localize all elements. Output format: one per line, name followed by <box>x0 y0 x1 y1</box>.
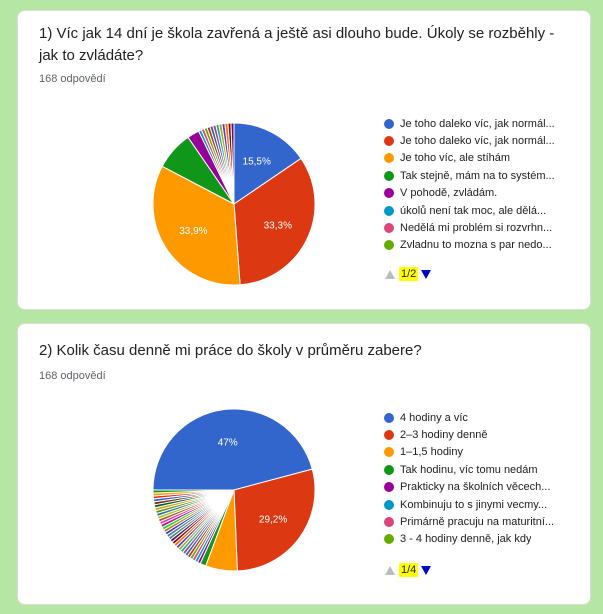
legend-label: 2–3 hodiny denně <box>400 429 488 442</box>
slice-label: 15,5% <box>243 157 271 168</box>
slice-label: 29,2% <box>259 514 287 525</box>
legend-item[interactable]: Tak stejně, mám na to systém... <box>384 167 584 184</box>
legend-dot <box>384 412 394 423</box>
legend-item[interactable]: Kombinuju to s jinymi vecmy... <box>384 496 584 513</box>
legend-label: 4 hodiny a víc <box>400 411 468 424</box>
legend-dot <box>384 430 394 441</box>
legend-label: úkolů není tak moc, ale dělá... <box>400 204 547 217</box>
legend-dot <box>384 118 394 129</box>
legend-item[interactable]: 2–3 hodiny denně <box>384 426 584 443</box>
question-card-1: 1) Víc jak 14 dní je škola zavřená a ješ… <box>17 10 591 310</box>
legend-item[interactable]: V pohodě, zvládám. <box>384 185 584 202</box>
pie-chart[interactable]: 47% 29,2% <box>128 405 340 575</box>
legend-dot <box>384 464 394 475</box>
legend-dot <box>384 136 394 147</box>
question-title: 1) Víc jak 14 dní je škola zavřená a ješ… <box>39 25 555 64</box>
page-indicator: 1/4 <box>399 563 419 577</box>
slice-label: 47% <box>218 437 238 448</box>
legend-label: Tak hodinu, víc tomu nedám <box>400 463 538 476</box>
legend-label: Nedělá mi problém si rozvrhn... <box>400 222 553 235</box>
legend-item[interactable]: úkolů není tak moc, ale dělá... <box>384 202 584 219</box>
legend-label: Tak stejně, mám na to systém... <box>400 169 555 182</box>
pie-chart[interactable]: 15,5% 33,3% 33,9% <box>128 119 340 289</box>
chart-legend: Je toho daleko víc, jak normál... Je toh… <box>384 115 584 254</box>
legend-dot <box>384 205 394 216</box>
legend-label: Zvladnu to mozna s par nedo... <box>400 239 552 252</box>
pie-slice[interactable] <box>233 157 316 286</box>
legend-label: Je toho daleko víc, jak normál... <box>400 135 555 148</box>
legend-item[interactable]: Je toho daleko víc, jak normál... <box>384 115 584 132</box>
legend-label: Je toho víc, ale stíhám <box>400 152 511 165</box>
legend-dot <box>384 482 394 493</box>
previous-page-icon[interactable] <box>385 565 395 575</box>
legend-pager: 1/4 <box>385 563 432 577</box>
legend-item[interactable]: 3 - 4 hodiny denně, jak kdy <box>384 531 584 548</box>
pie-slice[interactable] <box>233 122 302 205</box>
legend-item[interactable]: Nedělá mi problém si rozvrhn... <box>384 219 584 236</box>
pie-slice[interactable] <box>152 489 235 494</box>
legend-item[interactable]: 4 hodiny a víc <box>384 409 584 426</box>
legend-label: Je toho daleko víc, jak normál... <box>400 117 555 130</box>
legend-label: V pohodě, zvládám. <box>400 187 498 200</box>
legend-dot <box>384 240 394 251</box>
response-count: 168 odpovědí <box>39 370 106 382</box>
legend-dot <box>384 447 394 458</box>
previous-page-icon[interactable] <box>385 269 395 279</box>
legend-dot <box>384 534 394 545</box>
legend-label: 1–1,5 hodiny <box>400 446 463 459</box>
legend-label: Prakticky na školních věcech... <box>400 481 551 494</box>
next-page-icon[interactable] <box>421 565 432 575</box>
next-page-icon[interactable] <box>421 269 432 279</box>
question-card-2: 2) Kolik času denně mi práce do školy v … <box>17 323 591 605</box>
legend-label: Primárně pracuju na maturitní... <box>400 516 555 529</box>
legend-dot <box>384 153 394 164</box>
legend-item[interactable]: Zvladnu to mozna s par nedo... <box>384 237 584 254</box>
legend-dot <box>384 170 394 181</box>
legend-dot <box>384 517 394 528</box>
question-title: 2) Kolik času denně mi práce do školy v … <box>39 342 422 359</box>
legend-label: Kombinuju to s jinymi vecmy... <box>400 498 548 511</box>
legend-item[interactable]: Je toho daleko víc, jak normál... <box>384 132 584 149</box>
legend-item[interactable]: Je toho víc, ale stíhám <box>384 150 584 167</box>
legend-dot <box>384 499 394 510</box>
legend-dot <box>384 223 394 234</box>
legend-item[interactable]: Primárně pracuju na maturitní... <box>384 513 584 530</box>
legend-pager: 1/2 <box>385 267 432 281</box>
legend-item[interactable]: Tak hodinu, víc tomu nedám <box>384 461 584 478</box>
pie-slice[interactable] <box>230 122 235 205</box>
page-indicator: 1/2 <box>399 267 419 281</box>
slice-label: 33,9% <box>179 226 207 237</box>
chart-legend: 4 hodiny a víc 2–3 hodiny denně 1–1,5 ho… <box>384 409 584 548</box>
legend-dot <box>384 188 394 199</box>
response-count: 168 odpovědí <box>39 73 106 85</box>
pie-slice[interactable] <box>233 468 316 572</box>
legend-item[interactable]: Prakticky na školních věcech... <box>384 479 584 496</box>
slice-label: 33,3% <box>264 221 292 232</box>
pie-slice[interactable] <box>152 408 313 491</box>
legend-label: 3 - 4 hodiny denně, jak kdy <box>400 533 532 546</box>
legend-item[interactable]: 1–1,5 hodiny <box>384 444 584 461</box>
